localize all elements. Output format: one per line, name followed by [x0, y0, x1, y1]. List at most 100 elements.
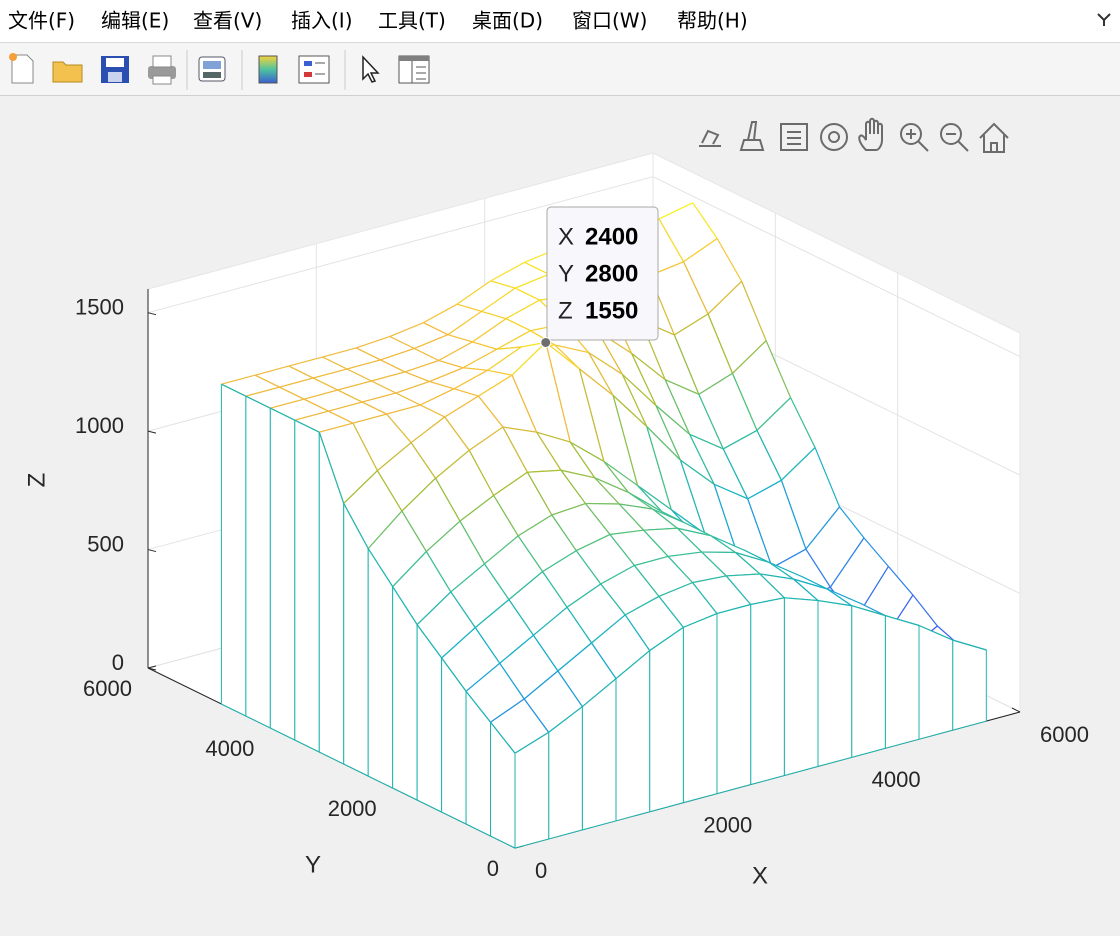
mesh-edge — [401, 510, 427, 552]
pointer-button[interactable] — [362, 55, 380, 83]
curtain-edge — [343, 763, 369, 777]
dock-button[interactable] — [1097, 13, 1111, 26]
colorbar-button[interactable] — [258, 55, 278, 84]
pan-button[interactable] — [858, 117, 883, 151]
mesh-edge — [438, 359, 464, 369]
mesh-edge — [557, 670, 583, 708]
curtain-face — [490, 722, 515, 848]
mesh-face — [405, 360, 464, 382]
property-button[interactable] — [398, 55, 430, 84]
mesh-edge — [429, 381, 455, 390]
mesh-face — [536, 432, 595, 478]
mesh-face — [423, 304, 482, 335]
curtain-face — [221, 384, 246, 716]
mesh-edge — [566, 606, 593, 644]
mesh-face — [643, 528, 702, 557]
curtain-edge — [750, 774, 785, 786]
mesh-edge — [474, 599, 510, 629]
curtain-edge — [683, 793, 718, 804]
mesh-face — [600, 565, 659, 615]
menu-item[interactable]: 查看(V) — [193, 9, 262, 33]
open-button[interactable] — [52, 61, 83, 83]
zoom-out-button[interactable] — [940, 123, 969, 152]
mesh-edge — [591, 614, 626, 644]
mesh-edge — [279, 377, 314, 388]
menu-item[interactable]: 窗口(W) — [572, 9, 647, 33]
save-button[interactable] — [101, 56, 129, 83]
curtain-face — [319, 432, 344, 764]
print-button[interactable] — [148, 55, 176, 85]
mesh-edge — [735, 551, 770, 563]
export-button[interactable] — [699, 129, 721, 147]
mesh-edge — [722, 448, 749, 500]
mesh-edge — [505, 318, 531, 332]
mesh-face — [649, 261, 708, 335]
mesh-edge — [713, 483, 748, 500]
mesh-edge — [441, 657, 467, 692]
x-tick-label: 4000 — [872, 767, 921, 792]
mesh-edge — [545, 342, 571, 443]
box-edge — [147, 152, 654, 290]
mesh-edge — [790, 397, 816, 448]
mesh-edge — [416, 591, 452, 626]
link-button[interactable] — [198, 56, 226, 82]
mesh-edge — [355, 347, 381, 361]
mesh-edge — [683, 613, 718, 628]
z-tick-label: 500 — [87, 531, 124, 556]
mesh-edge — [523, 698, 550, 733]
tick-mark — [147, 312, 157, 316]
tick-mark — [147, 549, 157, 553]
mesh-edge — [270, 407, 296, 421]
mesh-edge — [731, 373, 758, 431]
brush-button[interactable] — [739, 121, 765, 151]
mesh-edge — [312, 377, 338, 391]
z-axis-label: Z — [23, 473, 50, 488]
mesh-edge — [328, 410, 354, 424]
curtain-face — [368, 548, 393, 788]
menu-item[interactable]: 桌面(D) — [472, 9, 543, 33]
menu-item[interactable]: 编辑(E) — [101, 9, 169, 33]
mesh-edge — [676, 527, 703, 553]
mesh-edge — [624, 614, 651, 651]
mesh-edge — [318, 432, 345, 504]
mesh-edge — [600, 564, 635, 585]
mesh-edge — [392, 586, 418, 626]
mesh-face — [518, 515, 577, 572]
mesh-edge — [533, 606, 568, 636]
mesh-edge — [410, 442, 437, 479]
mesh-edge — [765, 340, 792, 398]
mesh-edge — [517, 514, 553, 537]
mesh-edge — [952, 639, 987, 651]
mesh-face — [613, 395, 672, 510]
menu-item[interactable]: 工具(T) — [378, 9, 446, 33]
zoom-in-button[interactable] — [900, 123, 929, 152]
mesh-edge — [637, 485, 663, 513]
mesh-edge — [490, 261, 525, 282]
mesh-edge — [288, 365, 314, 379]
home-button[interactable] — [979, 122, 1009, 153]
mesh-edge — [633, 565, 660, 597]
rotate-button[interactable] — [820, 123, 848, 151]
new-button[interactable] — [9, 53, 34, 84]
mesh-edge — [502, 426, 528, 473]
mesh-edge — [322, 356, 348, 370]
mesh-edge — [487, 369, 513, 376]
menu-item[interactable]: 插入(I) — [291, 9, 353, 33]
mesh-edge — [527, 469, 562, 473]
mesh-face — [389, 322, 448, 349]
mesh-edge — [701, 551, 727, 577]
curtain-face — [582, 678, 616, 830]
mesh-face — [438, 341, 497, 368]
x-tick-label: 2000 — [703, 812, 752, 837]
menu-item[interactable]: 帮助(H) — [677, 9, 748, 33]
legend-button[interactable] — [298, 55, 330, 84]
mesh-edge — [677, 527, 712, 537]
datatip-button[interactable] — [780, 123, 808, 151]
menu-item[interactable]: 文件(F) — [8, 9, 75, 33]
mesh-face — [631, 353, 690, 435]
mesh-edge — [569, 441, 605, 462]
mesh-edge — [594, 477, 620, 505]
mesh-edge — [361, 392, 396, 403]
mesh-edge — [425, 551, 452, 593]
